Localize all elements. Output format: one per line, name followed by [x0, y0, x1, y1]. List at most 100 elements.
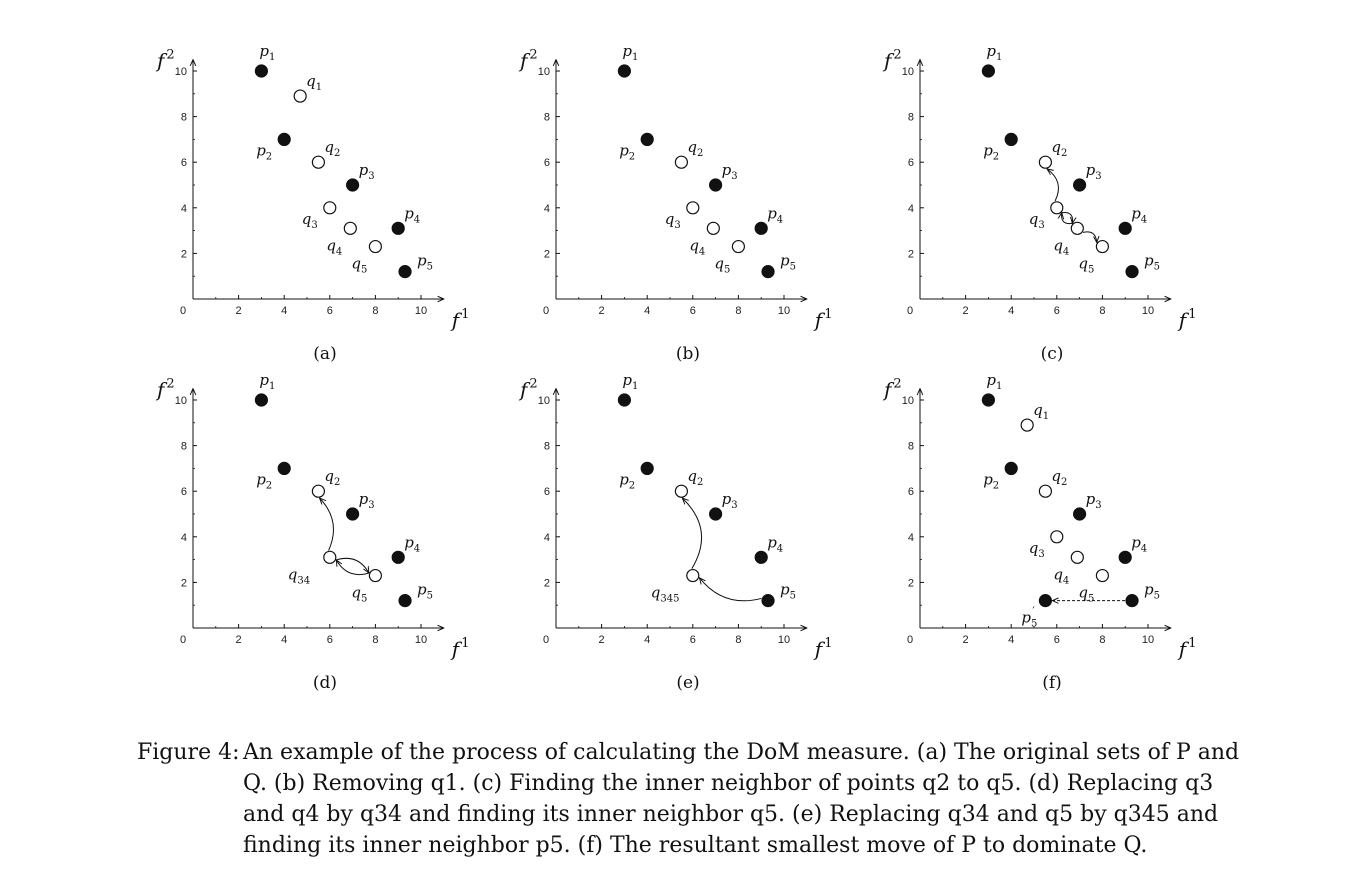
point-label-q1: q1 [306, 72, 322, 93]
point-p3 [346, 178, 360, 192]
open-point-q5 [731, 239, 746, 254]
point-p1 [617, 393, 632, 407]
point-p1 [254, 64, 268, 78]
caption-number: Figure 4: [137, 740, 240, 765]
x-tick-label: 2 [963, 634, 969, 646]
point-label-p3: p3 [359, 161, 375, 182]
panel-e: 0 2 4 6 8 10 2 4 6 8 10 f 1 f 2 p1 p2 p3 p4 p5 q2 q345 (e) [518, 371, 832, 693]
point-p2 [1004, 132, 1018, 146]
neighbor-arrow [1047, 169, 1059, 202]
x-tick-label: 10 [778, 634, 790, 646]
point-label-q5: q5 [351, 584, 367, 605]
point-label-p2: p2 [983, 141, 999, 162]
point-label-p5: p5 [417, 252, 433, 273]
y-tick-label: 8 [544, 441, 550, 453]
open-point-q1 [1020, 418, 1034, 432]
figure-panels: 0 2 4 6 8 10 2 4 6 8 10 f 1 f 2 p1 p2 p3 p4 p5 q1 q2 q3 q4 q5 (a)… [155, 42, 1197, 693]
point-label-p1: p1 [986, 42, 1002, 63]
open-point-q3 [323, 201, 337, 215]
point-label-q2: q2 [324, 467, 340, 488]
open-point-q2 [674, 155, 689, 169]
open-point-q3 [1050, 530, 1064, 544]
point-label-p4: p4 [767, 533, 783, 554]
x-tick-label: 0 [180, 634, 186, 646]
point-label-p2: p2 [256, 470, 272, 491]
x-tick-label: 2 [236, 305, 242, 317]
y-tick-label: 8 [544, 112, 550, 124]
y-tick-label: 8 [908, 112, 914, 124]
point-label-p4: p4 [767, 204, 783, 225]
point-label-p1: p1 [986, 371, 1002, 392]
point-label-q2: q2 [687, 138, 703, 159]
point-label-p2: p2 [619, 141, 635, 162]
y-tick-label: 4 [908, 203, 914, 215]
point-p3 [346, 507, 360, 521]
open-point-q3 [1050, 201, 1064, 215]
y-tick-label: 4 [181, 203, 187, 215]
panel-label: (d) [313, 673, 337, 693]
point-label-p4: p4 [1131, 204, 1147, 225]
point-p2 [1004, 461, 1018, 475]
point-label-p5: p5 [1144, 581, 1160, 602]
point-p3 [1072, 178, 1087, 192]
x-tick-label: 4 [281, 634, 287, 646]
panel-label: (f) [1042, 673, 1062, 693]
open-point-q4 [343, 221, 357, 235]
point-label-p5: p5 [780, 581, 796, 602]
point-p5 [761, 594, 775, 608]
y-tick-label: 6 [544, 486, 550, 498]
point-p1 [254, 393, 268, 407]
x-tick-label: 6 [690, 305, 696, 317]
neighbor-arrow [320, 498, 334, 551]
point-p4 [754, 221, 768, 235]
point-p5-prime [1038, 594, 1053, 608]
point-label-p5: p5 [417, 581, 433, 602]
point-label-p4: p4 [404, 204, 420, 225]
point-p3 [1072, 507, 1087, 521]
y-tick-label: 10 [902, 395, 914, 407]
x-tick-label: 10 [415, 634, 427, 646]
x-tick-label: 2 [599, 305, 605, 317]
point-label-p3: p3 [359, 490, 375, 511]
x-tick-label: 0 [543, 305, 549, 317]
point-label-q3: q3 [302, 210, 318, 231]
point-label-q5: q5 [1078, 584, 1094, 605]
x-tick-label: 4 [644, 634, 650, 646]
panel-label: (a) [313, 344, 336, 364]
x-tick-label: 8 [372, 305, 378, 317]
x-tick-label: 8 [735, 305, 741, 317]
point-label-p3: p3 [722, 490, 738, 511]
point-label-q3: q3 [1029, 210, 1045, 231]
open-point-q5 [368, 239, 382, 254]
figure-caption: Figure 4: An example of the process of c… [137, 737, 1247, 861]
neighbor-arrow [682, 498, 703, 569]
open-point-q2 [311, 484, 325, 498]
y-tick-label: 4 [544, 532, 550, 544]
panel-a: 0 2 4 6 8 10 2 4 6 8 10 f 1 f 2 p1 p2 p3 p4 p5 q1 q2 q3 q4 q5 (a) [155, 42, 469, 364]
point-p5 [398, 265, 412, 279]
point-label-q345: q345 [651, 584, 680, 605]
neighbor-arrow [1082, 231, 1097, 243]
point-label-q4: q4 [1053, 565, 1069, 586]
point-label-q2: q2 [1051, 138, 1067, 159]
x-tick-label: 0 [180, 305, 186, 317]
open-point-q4 [1070, 550, 1084, 564]
open-point-q2 [311, 155, 325, 169]
neighbor-arrow [336, 560, 370, 576]
point-label-p3: p3 [722, 161, 738, 182]
x-tick-label: 0 [907, 634, 913, 646]
point-label-q2: q2 [324, 138, 340, 159]
point-label-q2: q2 [1051, 467, 1067, 488]
point-label-q3: q3 [1029, 539, 1045, 560]
y-tick-label: 4 [544, 203, 550, 215]
point-p5 [1125, 265, 1139, 279]
point-p2 [640, 461, 654, 475]
x-tick-label: 8 [1099, 634, 1105, 646]
x-tick-label: 8 [372, 634, 378, 646]
point-label-p5: p5 [780, 252, 796, 273]
y-tick-label: 6 [181, 486, 187, 498]
